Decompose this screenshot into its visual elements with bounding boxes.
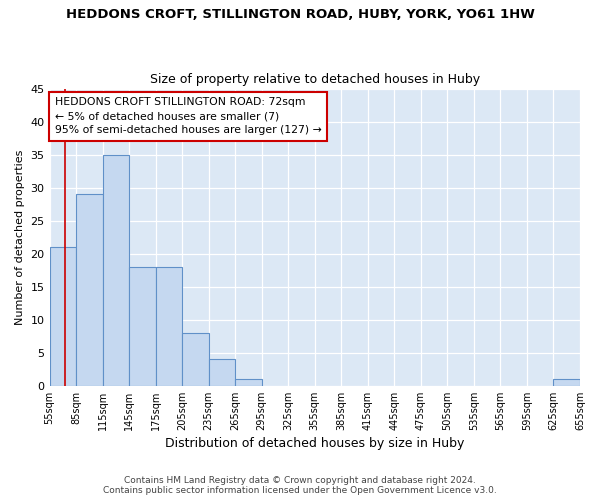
Bar [182, 333, 209, 386]
Bar [209, 360, 235, 386]
Bar [129, 267, 155, 386]
Title: Size of property relative to detached houses in Huby: Size of property relative to detached ho… [150, 73, 480, 86]
Bar [50, 247, 76, 386]
Bar [103, 154, 129, 386]
Text: HEDDONS CROFT, STILLINGTON ROAD, HUBY, YORK, YO61 1HW: HEDDONS CROFT, STILLINGTON ROAD, HUBY, Y… [65, 8, 535, 20]
X-axis label: Distribution of detached houses by size in Huby: Distribution of detached houses by size … [165, 437, 464, 450]
Y-axis label: Number of detached properties: Number of detached properties [15, 150, 25, 325]
Bar [155, 267, 182, 386]
Text: Contains HM Land Registry data © Crown copyright and database right 2024.
Contai: Contains HM Land Registry data © Crown c… [103, 476, 497, 495]
Bar [235, 379, 262, 386]
Bar [553, 379, 580, 386]
Bar [76, 194, 103, 386]
Text: HEDDONS CROFT STILLINGTON ROAD: 72sqm
← 5% of detached houses are smaller (7)
95: HEDDONS CROFT STILLINGTON ROAD: 72sqm ← … [55, 98, 322, 136]
